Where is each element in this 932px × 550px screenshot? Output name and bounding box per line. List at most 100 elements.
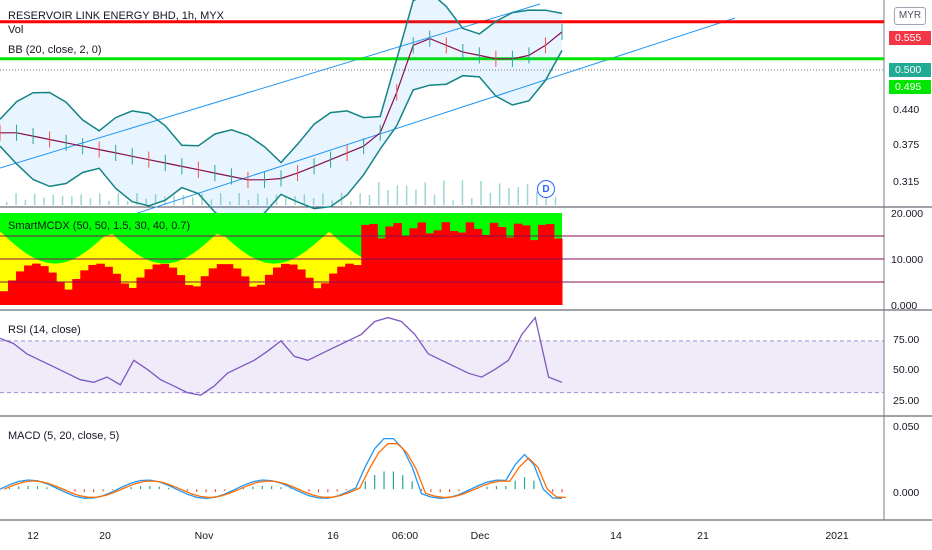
volume-bar <box>387 189 389 205</box>
mcdx-banker-bar <box>80 270 89 305</box>
rsi-band-fill <box>0 340 884 393</box>
mcdx-banker-bar <box>208 268 218 305</box>
mcdx-banker-bar <box>529 240 539 305</box>
currency-button[interactable]: MYR <box>894 7 926 25</box>
x-tick: 20 <box>99 530 111 542</box>
price-badge-support: 0.495 <box>889 80 931 94</box>
bb-fill <box>0 0 562 225</box>
rsi-label: RSI (14, close) <box>8 324 81 336</box>
price-tick: 0.375 <box>893 139 920 151</box>
mcdx-banker-bar <box>32 263 41 305</box>
volume-bar <box>33 193 36 205</box>
mcdx-banker-bar <box>521 225 531 305</box>
dividend-marker[interactable]: D <box>537 180 555 198</box>
mcdx-banker-bar <box>313 288 322 305</box>
volume-bar <box>424 182 426 205</box>
mcdx-banker-bar <box>297 269 306 305</box>
mcdx-banker-bar <box>48 272 57 305</box>
volume-bar <box>266 197 268 205</box>
x-tick: 16 <box>327 530 339 542</box>
volume-bar <box>238 193 240 205</box>
mcdx-banker-bar <box>168 267 178 305</box>
mcdx-banker-bar <box>329 273 338 305</box>
mcdx-banker-bar <box>72 278 81 305</box>
mcdx-banker-bar <box>240 276 250 305</box>
rsi-tick: 25.00 <box>893 395 920 407</box>
volume-bar <box>99 193 101 205</box>
volume-bar <box>89 198 92 205</box>
volume-bar <box>201 193 203 205</box>
rsi-line <box>0 316 563 396</box>
volume-bar <box>136 193 138 205</box>
mcdx-banker-bar <box>264 274 274 305</box>
volume-bar <box>526 184 529 205</box>
volume-label: Vol <box>8 24 24 36</box>
volume-bar <box>340 193 343 205</box>
volume-bar <box>368 194 371 205</box>
volume-bar <box>415 189 417 205</box>
volume-bar <box>126 201 129 205</box>
mcdx-banker-bar <box>120 283 129 305</box>
volume-bar <box>257 193 259 205</box>
x-tick: 2021 <box>825 530 849 542</box>
mcdx-banker-bar <box>449 231 459 305</box>
volume-bar <box>52 194 54 205</box>
volume-bar <box>154 194 157 205</box>
mcdx-banker-bar <box>289 264 298 305</box>
mcdx-banker-bar <box>160 263 170 305</box>
mcdx-banker-bar <box>144 269 154 305</box>
mcdx-banker-bar <box>465 222 475 305</box>
mcdx-banker-bar <box>0 291 9 305</box>
volume-bar <box>145 198 147 205</box>
mcdx-banker-bar <box>321 283 330 305</box>
mcdx-banker-bar <box>385 226 394 305</box>
mcdx-banker-bar <box>216 264 226 305</box>
mcdx-banker-bar <box>104 266 113 305</box>
mcdx-banker-bar <box>136 277 146 305</box>
volume-bar <box>229 201 231 205</box>
volume-bar <box>210 199 213 205</box>
mcdx-banker-bar <box>232 268 242 305</box>
mcdx-banker-bar <box>425 233 435 305</box>
mcdx-banker-bar <box>40 266 49 305</box>
volume-bar <box>43 197 45 205</box>
x-tick: 06:00 <box>391 530 419 542</box>
mcdx-banker-bar <box>393 223 402 305</box>
price-tick: 0.315 <box>893 176 920 188</box>
mcdx-banker-bar <box>441 222 451 305</box>
volume-bar <box>247 200 250 205</box>
volume-bar <box>378 182 380 205</box>
mcdx-banker-bar <box>433 230 443 305</box>
mcdx-banker-bar <box>56 281 65 305</box>
volume-bar <box>303 194 306 205</box>
price-badge-resistance: 0.555 <box>889 31 931 45</box>
volume-bar <box>61 195 64 205</box>
mcdx-banker-bar <box>248 286 258 305</box>
volume-bar <box>24 199 27 205</box>
rsi-tick: 75.00 <box>893 334 920 346</box>
mcdx-banker-bar <box>369 224 378 305</box>
volume-bar <box>350 201 352 205</box>
mcdx-banker-bar <box>272 267 282 305</box>
volume-bar <box>294 196 296 205</box>
bb-lower-band <box>0 50 563 226</box>
mcdx-banker-bar <box>184 285 194 305</box>
mcdx-banker-bar <box>64 289 73 305</box>
mcdx-banker-bar <box>409 228 418 305</box>
volume-bar <box>331 200 333 205</box>
mcdx-banker-bar <box>377 238 386 305</box>
volume-bar <box>508 187 510 205</box>
mcdx-banker-bar <box>200 276 210 305</box>
volume-bar <box>433 194 436 205</box>
x-tick: Dec <box>470 530 490 542</box>
mcdx-banker-bar <box>192 286 202 305</box>
volume-bar <box>480 181 482 205</box>
volume-bar <box>71 196 73 205</box>
mcdx-banker-bar <box>176 275 186 305</box>
volume-bar <box>164 196 166 205</box>
volume-bar <box>489 192 492 205</box>
mcdx-banker-bar <box>545 224 555 305</box>
volume-bar <box>498 183 501 205</box>
mcdx-banker-bar <box>305 277 314 305</box>
